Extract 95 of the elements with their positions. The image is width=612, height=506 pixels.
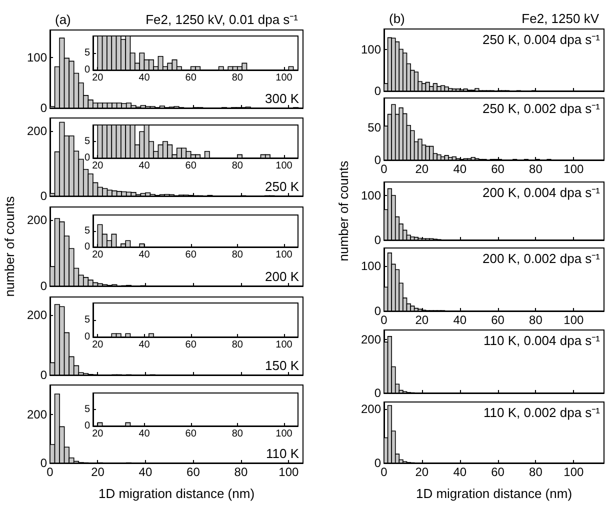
y-tick-label: 0 (84, 420, 90, 432)
y-tick-label: 0 (374, 386, 382, 400)
chart-subtitle: Fe2, 1250 kV, 0.01 dpa s⁻¹ (146, 12, 299, 27)
x-tick-label: 80 (529, 162, 543, 176)
y-axis-title: number of counts (336, 160, 352, 262)
y-axis-title: number of counts (2, 196, 18, 297)
x-tick-label: 60 (185, 340, 197, 350)
x-tick-label: 40 (138, 72, 150, 84)
x-tick-label: 40 (138, 160, 150, 172)
y-tick-label: 5 (84, 136, 90, 147)
chart-title: (a) (55, 12, 71, 27)
y-tick-label: 0 (84, 64, 90, 76)
x-tick-label: 100 (278, 465, 300, 479)
y-tick-label: 0 (374, 456, 382, 470)
chart-title: (b) (389, 11, 405, 26)
y-tick-label: 5 (84, 226, 90, 236)
annotation: 300 K (265, 91, 300, 106)
x-tick-label: 20 (91, 465, 105, 479)
x-tick-label: 40 (453, 162, 467, 176)
annotation: 250 K (265, 179, 300, 194)
annotation: 110 K, 0.002 dpa s⁻¹ (483, 405, 601, 420)
x-tick-label: 40 (138, 340, 150, 350)
y-tick-label: 0 (374, 84, 382, 98)
x-tick-label: 20 (415, 313, 429, 327)
x-tick-label: 20 (92, 428, 104, 440)
x-tick-label: 80 (232, 160, 244, 172)
y-tick-label: 200 (26, 213, 48, 228)
y-tick-label: 0 (84, 242, 90, 252)
y-tick-label: 0 (84, 152, 90, 164)
y-tick-label: 0 (374, 304, 382, 318)
x-tick-label: 40 (138, 428, 150, 440)
x-tick-label: 40 (453, 465, 467, 479)
x-tick-label: 60 (185, 72, 197, 84)
y-tick-label: 0 (40, 101, 48, 115)
x-tick-label: 40 (138, 250, 150, 260)
annotation: 250 K, 0.004 dpa s⁻¹ (482, 32, 601, 47)
annotation: 250 K, 0.002 dpa s⁻¹ (482, 101, 601, 116)
y-tick-label: 5 (84, 314, 90, 326)
annotation: 110 K, 0.004 dpa s⁻¹ (483, 333, 601, 348)
y-tick-label: 200 (26, 124, 48, 138)
annotation: 150 K (265, 358, 300, 373)
x-tick-label: 20 (92, 340, 104, 350)
y-tick-label: 100 (360, 259, 382, 273)
y-tick-label: 200 (360, 402, 382, 416)
x-tick-label: 60 (491, 313, 505, 327)
y-tick-label: 0 (40, 368, 48, 382)
chart-subtitle: Fe2, 1250 kV (522, 11, 600, 26)
y-tick-label: 200 (360, 332, 382, 346)
y-tick-label: 5 (84, 48, 90, 58)
x-tick-label: 20 (415, 465, 429, 479)
y-tick-label: 200 (26, 308, 48, 322)
annotation: 110 K (266, 446, 300, 461)
y-tick-label: 0 (40, 456, 48, 470)
x-tick-label: 100 (276, 340, 293, 350)
x-tick-label: 20 (92, 72, 104, 84)
y-tick-label: 0 (40, 189, 48, 203)
x-tick-label: 20 (92, 250, 104, 260)
y-tick-label: 0 (84, 332, 90, 342)
x-tick-label: 100 (276, 72, 293, 84)
y-tick-label: 0 (40, 279, 48, 293)
x-tick-label: 80 (232, 340, 244, 350)
x-tick-label: 20 (92, 160, 104, 172)
y-tick-label: 100 (360, 188, 382, 202)
x-tick-label: 40 (453, 313, 467, 327)
x-tick-label: 60 (491, 162, 505, 176)
y-tick-label: 5 (84, 404, 90, 415)
y-tick-label: 100 (26, 50, 48, 65)
y-tick-label: 100 (360, 42, 382, 57)
x-tick-label: 80 (529, 465, 543, 479)
x-tick-label: 60 (185, 250, 197, 260)
y-tick-label: 0 (374, 233, 382, 247)
x-axis-title: 1D migration distance (nm) (98, 486, 255, 501)
y-tick-label: 50 (368, 120, 382, 134)
y-tick-label: 200 (26, 407, 48, 422)
x-tick-label: 60 (491, 465, 505, 479)
x-tick-label: 60 (185, 428, 197, 440)
x-tick-label: 100 (564, 313, 584, 327)
x-tick-label: 80 (529, 313, 543, 327)
x-tick-label: 100 (564, 162, 584, 176)
annotation: 200 K (265, 269, 300, 284)
x-tick-label: 100 (564, 465, 584, 479)
x-tick-label: 100 (276, 160, 293, 172)
x-tick-label: 100 (276, 250, 293, 260)
x-tick-label: 60 (185, 160, 197, 172)
annotation: 200 K, 0.002 dpa s⁻¹ (482, 251, 601, 266)
x-tick-label: 80 (232, 250, 244, 260)
x-axis-title: 1D migration distance (nm) (416, 486, 572, 501)
x-tick-label: 80 (234, 465, 248, 479)
x-tick-label: 20 (415, 162, 429, 176)
x-tick-label: 60 (186, 465, 200, 479)
x-tick-label: 100 (276, 428, 293, 440)
x-tick-label: 80 (232, 428, 244, 440)
x-tick-label: 80 (232, 72, 244, 84)
annotation: 200 K, 0.004 dpa s⁻¹ (482, 185, 601, 200)
x-tick-label: 40 (138, 465, 152, 479)
